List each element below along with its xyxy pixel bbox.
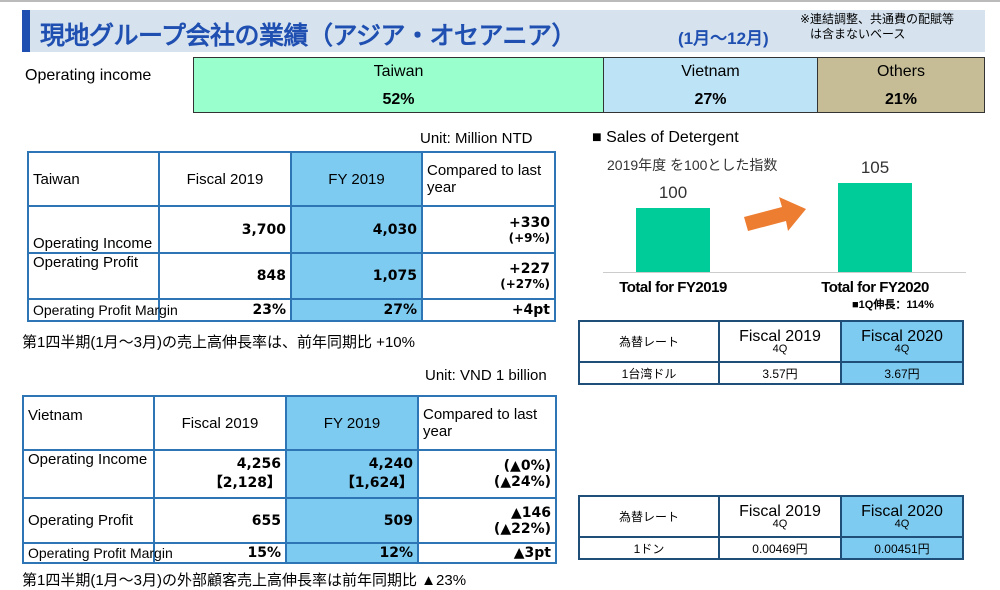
title-accent	[22, 10, 30, 52]
table-header: Vietnam Fiscal 2019 FY 2019 Compared to las…	[22, 395, 557, 451]
table-header: Taiwan Fiscal 2019 FY 2019 Compared to last…	[27, 151, 556, 207]
table-row: Operating Profit Margin 23% 27% +4pt	[27, 298, 556, 322]
cell: 1,075	[290, 252, 423, 300]
category-label: Total for FY2019	[619, 279, 727, 296]
rate-value: 0.00451円	[840, 536, 964, 560]
cell: (▲22%)	[493, 520, 551, 537]
cell: 655	[153, 497, 287, 544]
cell: 【2,128】	[208, 475, 281, 491]
currency-unit: 1ドン	[578, 536, 720, 560]
rate-label: 為替レート	[578, 320, 720, 363]
col-header: Fiscal 2019	[739, 502, 821, 520]
segment-value: 27%	[694, 91, 727, 108]
col-header: Fiscal 2020	[861, 502, 943, 520]
quarter: 4Q	[772, 517, 788, 530]
segment-value: 52%	[382, 91, 415, 108]
col-header: FY 2019	[285, 395, 419, 451]
col-header: Taiwan	[27, 151, 160, 207]
cell: 27%	[290, 298, 423, 322]
segment-name: Others	[876, 63, 925, 80]
chart-bar	[838, 183, 912, 272]
note-line: ※連結調整、共通費の配賦等	[800, 12, 955, 26]
table-row: Operating Profit 848 1,075 +227 (+27%)	[27, 252, 556, 300]
cell: 23%	[158, 298, 292, 322]
segment-name: Vietnam	[681, 63, 740, 80]
quarter: 4Q	[894, 517, 910, 530]
top-rule	[0, 0, 1000, 2]
cell: 15%	[153, 542, 287, 564]
row-label: Operating Profit Margin	[22, 542, 173, 564]
chart-bar	[636, 208, 710, 272]
category-label: Total for FY2020	[821, 279, 929, 296]
cell: (+9%)	[508, 230, 550, 245]
table-row: Operating Income 3,700 4,030 +330 (+9%)	[27, 205, 556, 254]
row-label: Operating Income	[22, 449, 155, 499]
table-row: Operating Income 4,256 【2,128】 4,240 【1,624】…	[22, 449, 557, 499]
taiwan-unit: Unit: Million NTD	[420, 130, 533, 147]
cell: 4,030	[290, 205, 423, 254]
rate-value: 3.67円	[840, 361, 964, 385]
rate-value: 0.00469円	[718, 536, 842, 560]
quarter: 4Q	[894, 342, 910, 355]
chart-annotation: ■1Q伸長：114%	[852, 299, 934, 311]
col-header: Compared to last year	[421, 151, 556, 207]
note-line: は含まないベース	[810, 27, 906, 41]
cell: 12%	[285, 542, 419, 564]
period: (1月～12月)	[678, 29, 769, 48]
col-header: FY 2019	[290, 151, 423, 207]
taiwan-table: Taiwan Fiscal 2019 FY 2019 Compared to last…	[27, 151, 556, 322]
col-header: Compared to last year	[417, 395, 557, 451]
row-label: Operating Profit	[22, 497, 155, 544]
cell: 3,700	[158, 205, 292, 254]
bar-value-label: 105	[860, 158, 890, 177]
title-bar	[22, 10, 985, 52]
page-title: 現地グループ会社の業績（アジア・オセアニア）	[40, 22, 577, 50]
cell: 【1,624】	[340, 475, 413, 491]
vietnam-table: Vietnam Fiscal 2019 FY 2019 Compared to las…	[22, 395, 557, 564]
cell: 848	[158, 252, 292, 300]
cell: +4pt	[421, 298, 556, 322]
quarter: 4Q	[772, 342, 788, 355]
share-others: Others 21%	[817, 57, 985, 113]
col-header: Fiscal 2019	[153, 395, 287, 451]
cell: 509	[285, 497, 419, 544]
col-header: Vietnam	[22, 395, 155, 451]
taiwan-note: 第1四半期(1月～3月)の売上高伸長率は、前年同期比 +10%	[22, 334, 415, 351]
exchange-rate-table: 為替レート Fiscal 2019 4Q Fiscal 2020 4Q 1ドン 0.004…	[578, 495, 964, 560]
cell: ▲3pt	[417, 542, 557, 564]
rate-label: 為替レート	[578, 495, 720, 538]
col-header: Fiscal 2019	[158, 151, 292, 207]
exchange-rate-table: 為替レート Fiscal 2019 4Q Fiscal 2020 4Q 1台湾ドル 3.5…	[578, 320, 964, 385]
row-label: Operating Profit	[27, 252, 160, 300]
cell: +227	[509, 261, 550, 277]
col-header: Fiscal 2019	[739, 327, 821, 345]
header-note: ※連結調整、共通費の配賦等 は含まないベース	[800, 12, 954, 42]
segment-value: 21%	[884, 91, 918, 108]
arrow-icon	[744, 197, 806, 231]
table-row: Operating Profit Margin 15% 12% ▲3pt	[22, 542, 557, 564]
segment-name: Taiwan	[373, 63, 424, 80]
vietnam-unit: Unit: VND 1 billion	[425, 367, 547, 384]
cell: 4,256	[236, 456, 281, 472]
cell: 4,240	[368, 456, 413, 472]
share-label: Operating income	[25, 67, 152, 84]
vietnam-note: 第1四半期(1月～3月)の外部顧客売上高伸長率は前年同期比 ▲23%	[22, 572, 467, 589]
cell: (▲24%)	[493, 474, 551, 490]
cell: ▲146	[511, 504, 551, 521]
row-label: Operating Profit Margin	[27, 298, 178, 322]
chart-baseline	[603, 272, 966, 273]
cell: +330	[509, 214, 550, 231]
chart-subtitle: 2019年度 を100とした指数	[607, 157, 778, 173]
chart-title: ■ Sales of Detergent	[592, 129, 739, 146]
rate-value: 3.57円	[718, 361, 842, 385]
cell: (▲0%)	[503, 458, 551, 474]
row-label: Operating Income	[27, 205, 160, 254]
cell: (+27%)	[500, 277, 550, 291]
table-row: Operating Profit 655 509 ▲146 (▲22%)	[22, 497, 557, 544]
currency-unit: 1台湾ドル	[578, 361, 720, 385]
bar-value-label: 100	[658, 183, 688, 202]
col-header: Fiscal 2020	[861, 327, 943, 345]
share-vietnam: Vietnam 27%	[603, 57, 818, 113]
share-taiwan: Taiwan 52%	[193, 57, 604, 113]
